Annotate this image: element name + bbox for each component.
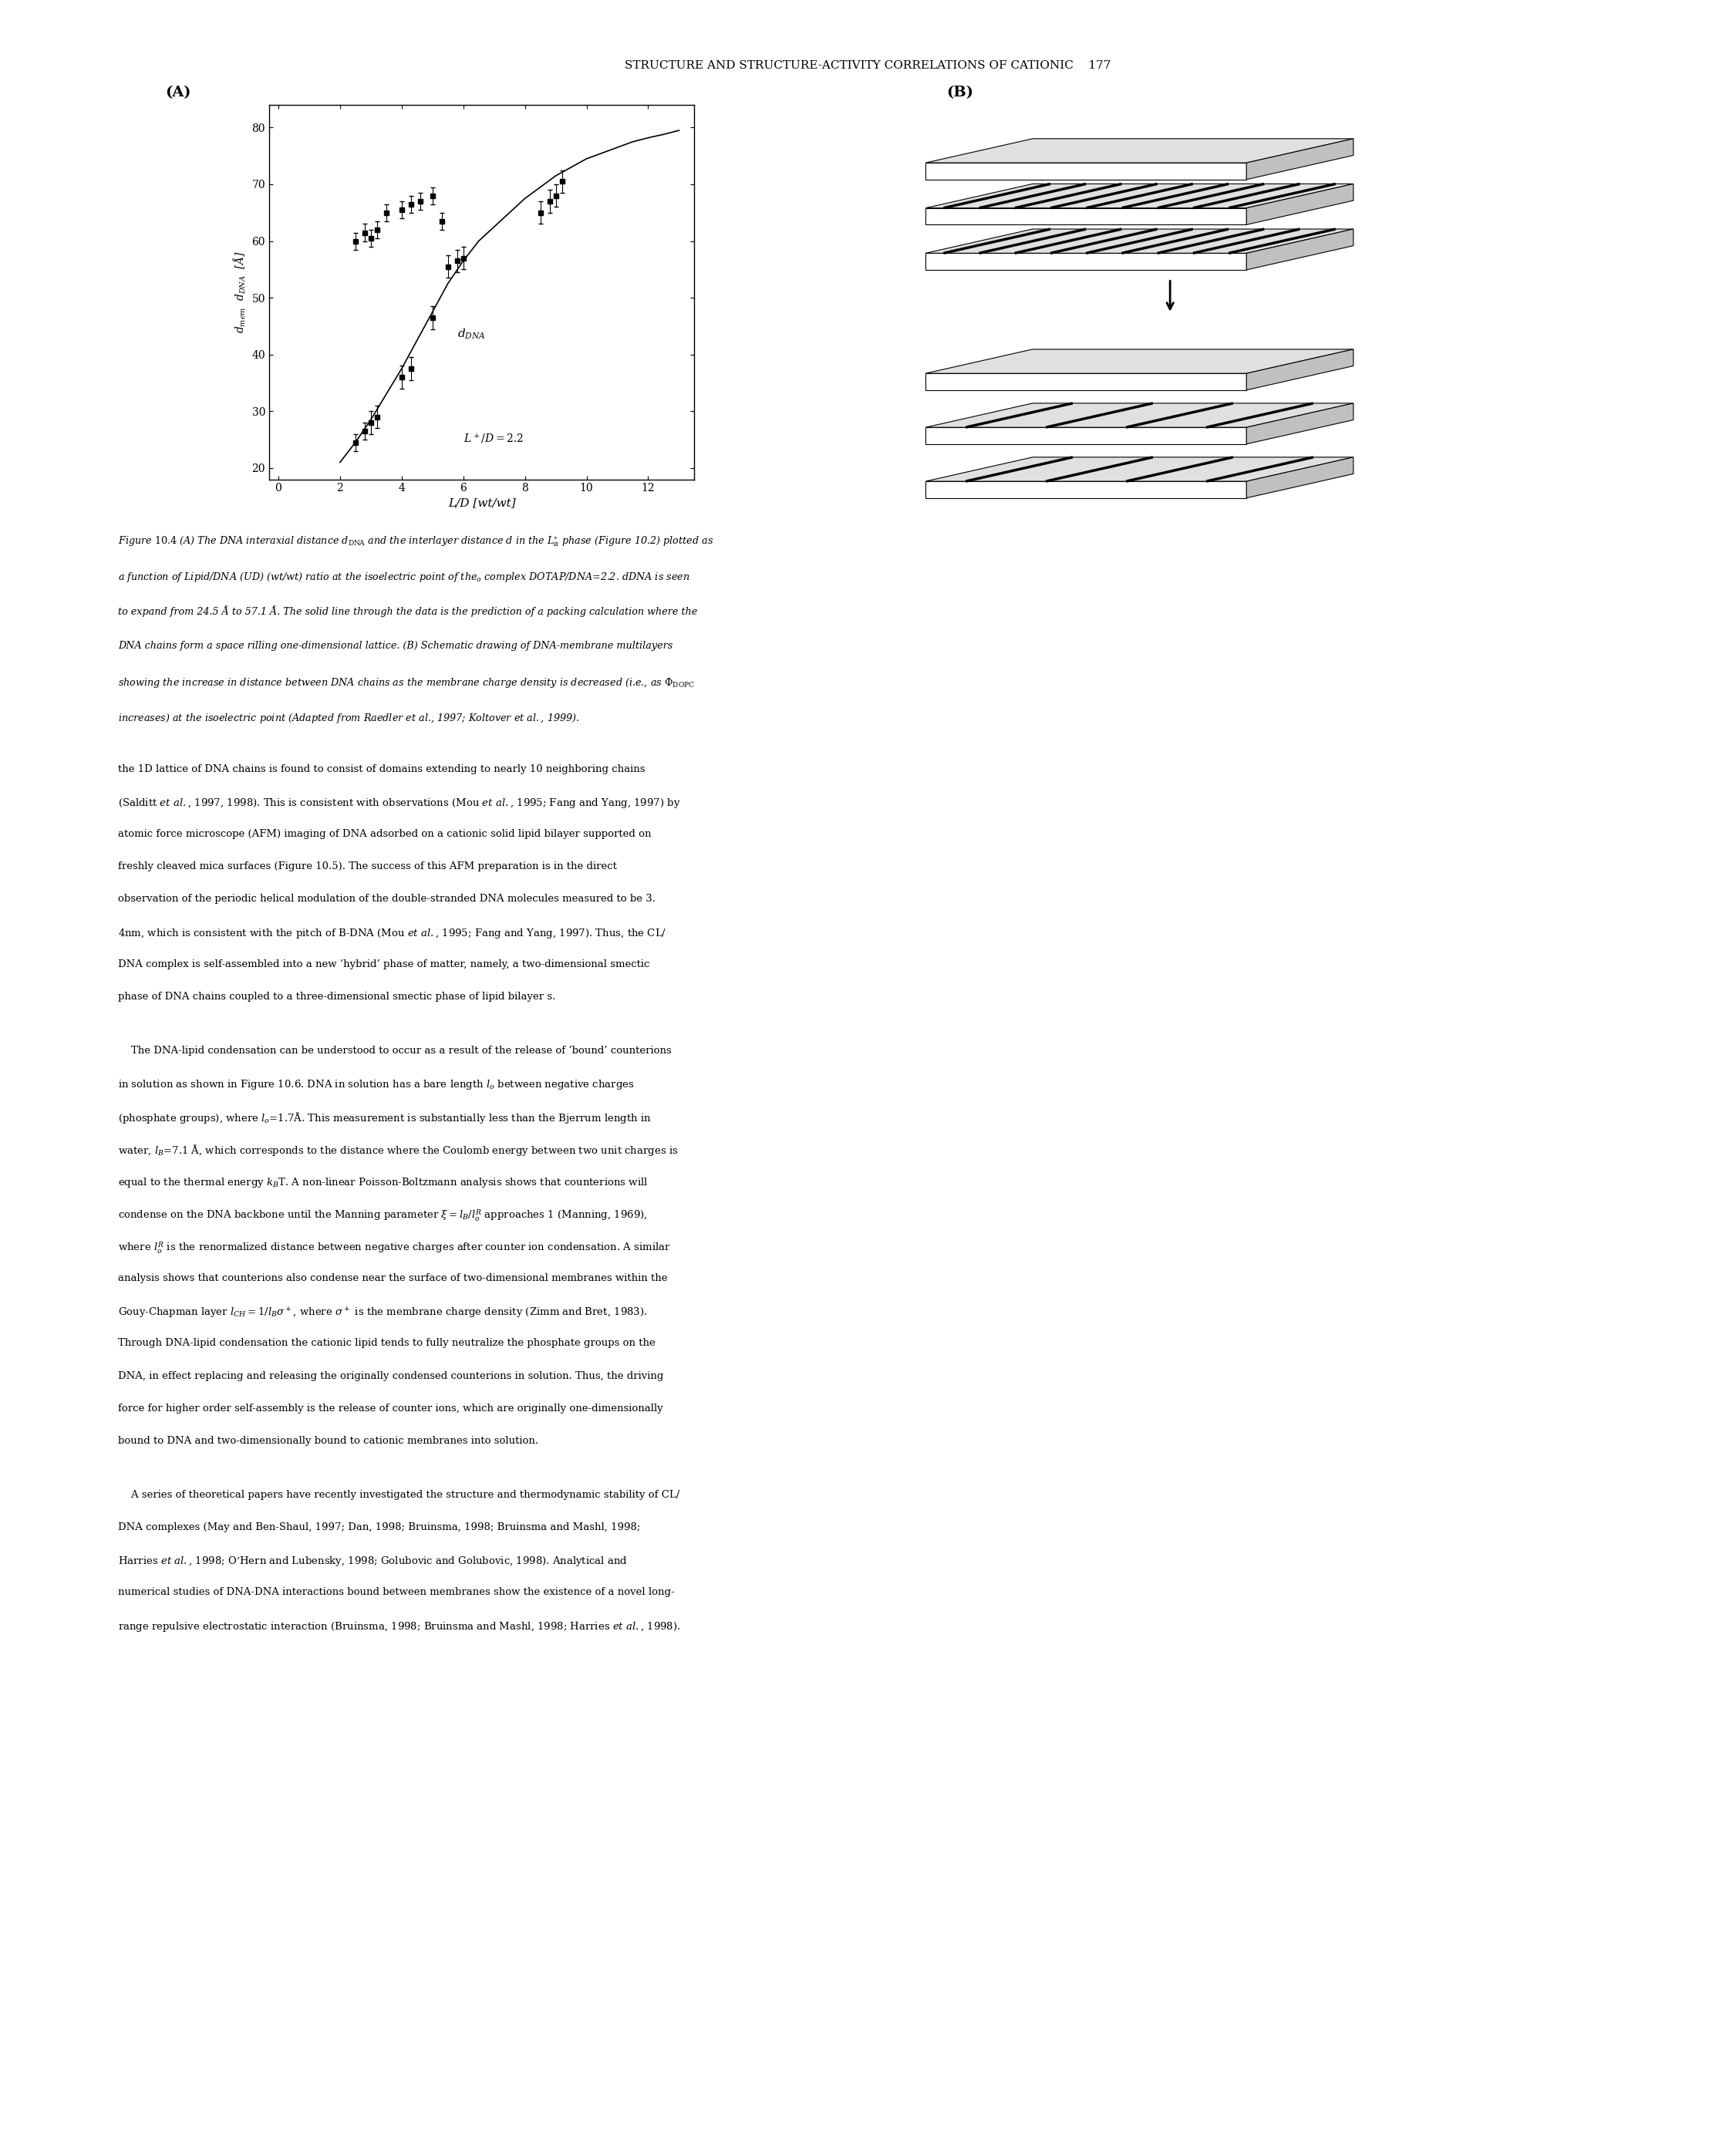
Polygon shape (925, 428, 1246, 443)
Text: equal to the thermal energy $k_B$T. A non-linear Poisson-Boltzmann analysis show: equal to the thermal energy $k_B$T. A no… (118, 1175, 648, 1190)
Text: showing the increase in distance between DNA chains as the membrane charge densi: showing the increase in distance between… (118, 676, 694, 689)
Text: observation of the periodic helical modulation of the double-stranded DNA molecu: observation of the periodic helical modu… (118, 895, 656, 903)
Text: bound to DNA and two-dimensionally bound to cationic membranes into solution.: bound to DNA and two-dimensionally bound… (118, 1436, 538, 1447)
Text: DNA chains form a space rilling one-dimensional lattice. (B) Schematic drawing o: DNA chains form a space rilling one-dime… (118, 642, 674, 651)
Text: Gouy-Chapman layer $l_{CH} = 1/l_B\sigma^+$, where $\sigma^+$ is the membrane ch: Gouy-Chapman layer $l_{CH} = 1/l_B\sigma… (118, 1305, 648, 1320)
Polygon shape (1246, 349, 1354, 389)
Text: in solution as shown in Figure 10.6. DNA in solution has a bare length $l_o$ bet: in solution as shown in Figure 10.6. DNA… (118, 1079, 634, 1091)
Polygon shape (925, 184, 1354, 208)
Polygon shape (1246, 139, 1354, 180)
Text: (B): (B) (946, 86, 974, 98)
Polygon shape (1246, 458, 1354, 499)
Text: water, $l_B$=7.1 Å, which corresponds to the distance where the Coulomb energy b: water, $l_B$=7.1 Å, which corresponds to… (118, 1143, 679, 1158)
Text: 4nm, which is consistent with the pitch of B-DNA (Mou $\it{et\ al.}$, 1995; Fang: 4nm, which is consistent with the pitch … (118, 927, 667, 939)
Text: (phosphate groups), where $l_o$=1.7Å. This measurement is substantially less tha: (phosphate groups), where $l_o$=1.7Å. Th… (118, 1111, 651, 1126)
Text: where $l_o^R$ is the renormalized distance between negative charges after counte: where $l_o^R$ is the renormalized distan… (118, 1241, 670, 1256)
Text: range repulsive electrostatic interaction (Bruinsma, 1998; Bruinsma and Mashl, 1: range repulsive electrostatic interactio… (118, 1620, 681, 1633)
Text: $d_{DNA}$: $d_{DNA}$ (457, 327, 486, 340)
Polygon shape (1246, 402, 1354, 443)
Polygon shape (925, 458, 1354, 482)
Text: (Salditt $\it{et\ al.}$, 1997, 1998). This is consistent with observations (Mou : (Salditt $\it{et\ al.}$, 1997, 1998). Th… (118, 796, 681, 809)
Text: a function of Lipid/DNA (UD) (wt/wt) ratio at the isoelectric point of the$_o$ c: a function of Lipid/DNA (UD) (wt/wt) rat… (118, 569, 689, 584)
Text: A series of theoretical papers have recently investigated the structure and ther: A series of theoretical papers have rece… (118, 1489, 681, 1500)
Polygon shape (925, 208, 1246, 225)
Polygon shape (925, 229, 1354, 253)
Text: to expand from 24.5 Å to 57.1 Å. The solid line through the data is the predicti: to expand from 24.5 Å to 57.1 Å. The sol… (118, 606, 698, 616)
Polygon shape (925, 349, 1354, 372)
Text: force for higher order self-assembly is the release of counter ions, which are o: force for higher order self-assembly is … (118, 1404, 663, 1412)
Text: DNA complexes (May and Ben-Shaul, 1997; Dan, 1998; Bruinsma, 1998; Bruinsma and : DNA complexes (May and Ben-Shaul, 1997; … (118, 1522, 641, 1532)
Text: DNA, in effect replacing and releasing the originally condensed counterions in s: DNA, in effect replacing and releasing t… (118, 1372, 663, 1380)
Polygon shape (1246, 184, 1354, 225)
Text: the 1D lattice of DNA chains is found to consist of domains extending to nearly : the 1D lattice of DNA chains is found to… (118, 764, 646, 775)
Text: atomic force microscope (AFM) imaging of DNA adsorbed on a cationic solid lipid : atomic force microscope (AFM) imaging of… (118, 828, 651, 839)
Polygon shape (925, 253, 1246, 270)
Polygon shape (925, 372, 1246, 389)
Text: Harries $\it{et\ al.}$, 1998; O’Hern and Lubensky, 1998; Golubovic and Golubovic: Harries $\it{et\ al.}$, 1998; O’Hern and… (118, 1556, 628, 1569)
Text: numerical studies of DNA-DNA interactions bound between membranes show the exist: numerical studies of DNA-DNA interaction… (118, 1588, 675, 1596)
Text: analysis shows that counterions also condense near the surface of two-dimensiona: analysis shows that counterions also con… (118, 1273, 668, 1284)
Text: $L^+/D = 2.2$: $L^+/D = 2.2$ (464, 432, 523, 445)
Text: increases) at the isoelectric point (Adapted from Raedler et al., 1997; Koltover: increases) at the isoelectric point (Ada… (118, 710, 580, 725)
Text: STRUCTURE AND STRUCTURE-ACTIVITY CORRELATIONS OF CATIONIC    177: STRUCTURE AND STRUCTURE-ACTIVITY CORRELA… (625, 60, 1111, 71)
Polygon shape (1246, 229, 1354, 270)
Polygon shape (925, 139, 1354, 163)
Text: $\it{Figure\ 10.4}$ (A) The DNA interaxial distance $\it{d}_{\mathrm{DNA}}$ and : $\it{Figure\ 10.4}$ (A) The DNA interaxi… (118, 535, 713, 548)
Polygon shape (925, 402, 1354, 428)
Text: condense on the DNA backbone until the Manning parameter $\xi = l_B/l_o^R$ appro: condense on the DNA backbone until the M… (118, 1209, 648, 1224)
Text: The DNA-lipid condensation can be understood to occur as a result of the release: The DNA-lipid condensation can be unders… (118, 1046, 672, 1055)
Text: freshly cleaved mica surfaces (Figure 10.5). The success of this AFM preparation: freshly cleaved mica surfaces (Figure 10… (118, 862, 616, 871)
Polygon shape (925, 163, 1246, 180)
Text: DNA complex is self-assembled into a new ‘hybrid’ phase of matter, namely, a two: DNA complex is self-assembled into a new… (118, 959, 649, 969)
Text: (A): (A) (165, 86, 191, 98)
X-axis label: L/D [wt/wt]: L/D [wt/wt] (448, 496, 516, 507)
Polygon shape (925, 482, 1246, 499)
Text: phase of DNA chains coupled to a three-dimensional smectic phase of lipid bilaye: phase of DNA chains coupled to a three-d… (118, 991, 556, 1002)
Y-axis label: $d_{mem}$  $d_{DNA}$  [Å]: $d_{mem}$ $d_{DNA}$ [Å] (231, 250, 248, 334)
Text: Through DNA-lipid condensation the cationic lipid tends to fully neutralize the : Through DNA-lipid condensation the catio… (118, 1338, 656, 1348)
